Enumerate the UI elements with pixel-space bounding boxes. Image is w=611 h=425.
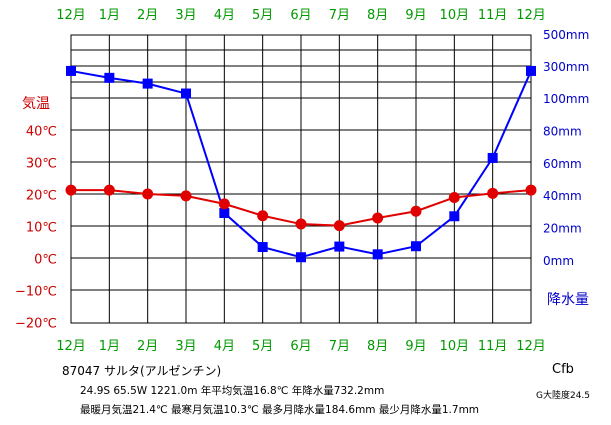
precipitation-point: [526, 65, 536, 76]
month-label-bottom: 12月: [56, 339, 86, 354]
station-stats-2: 最暖月気温21.4℃ 最寒月気温10.3℃ 最多月降水量184.6mm 最少月降…: [80, 404, 480, 416]
month-label-top: 12月: [56, 8, 86, 23]
month-label-top: 5月: [252, 8, 273, 23]
month-label-bottom: 8月: [367, 339, 388, 354]
month-label-bottom: 2月: [137, 339, 158, 354]
month-label-top: 11月: [478, 8, 508, 23]
continentality-index: G大陸度24.5: [536, 391, 591, 401]
temperature-axis-title: 気温: [22, 96, 50, 112]
precipitation-point: [449, 211, 460, 222]
month-label-top: 10月: [440, 8, 470, 23]
temperature-tick-label: 10℃: [26, 221, 57, 236]
precipitation-tick-label: 300mm: [543, 60, 589, 74]
precipitation-axis: 降水量 500mm 300mm 100mm 80mm 60mm 40mm 20mm 0mm: [543, 28, 589, 308]
temperature-point: [525, 184, 537, 196]
precipitation-tick-label: 80mm: [543, 124, 582, 138]
temperature-tick-label: 40℃: [26, 125, 57, 140]
month-label-top: 8月: [367, 8, 388, 23]
month-label-top: 12月: [516, 8, 546, 23]
temperature-point: [142, 188, 154, 200]
temperature-tick-label: −10℃: [15, 285, 57, 300]
temperature-point: [333, 220, 345, 232]
precipitation-point: [296, 252, 306, 263]
temperature-point: [65, 184, 77, 196]
precipitation-point: [334, 241, 345, 252]
temperature-point: [180, 190, 192, 202]
month-label-bottom: 5月: [252, 339, 273, 354]
month-label-top: 4月: [214, 8, 235, 23]
month-label-bottom: 7月: [329, 339, 350, 354]
temperature-point: [218, 198, 230, 210]
precipitation-point: [411, 241, 421, 252]
precipitation-tick-label: 500mm: [543, 28, 589, 42]
month-label-top: 2月: [137, 8, 158, 23]
temperature-tick-label: 30℃: [26, 157, 57, 172]
month-label-bottom: 9月: [405, 339, 426, 354]
precipitation-series: [66, 65, 536, 263]
precipitation-point: [487, 152, 498, 163]
temperature-point: [257, 210, 269, 222]
precipitation-tick-label: 0mm: [543, 254, 574, 268]
chart-grid: [70, 34, 532, 324]
temperature-point: [487, 187, 499, 199]
temperature-point: [103, 184, 115, 196]
month-label-top: 9月: [405, 8, 426, 23]
precipitation-tick-label: 100mm: [543, 92, 589, 106]
month-label-top: 3月: [175, 8, 196, 23]
temperature-point: [372, 212, 384, 224]
precipitation-point: [372, 249, 383, 260]
month-label-bottom: 6月: [290, 339, 311, 354]
month-label-bottom: 10月: [440, 339, 470, 354]
month-label-bottom: 4月: [214, 339, 235, 354]
month-label-top: 1月: [99, 8, 120, 23]
precipitation-point: [219, 208, 230, 219]
precipitation-tick-label: 20mm: [543, 222, 582, 236]
month-label-bottom: 12月: [516, 339, 546, 354]
month-label-bottom: 3月: [175, 339, 196, 354]
precipitation-point: [66, 65, 76, 76]
station-stats-1: 24.9S 65.5W 1221.0m 年平均気温16.8℃ 年降水量732.2…: [80, 385, 385, 397]
month-label-top: 6月: [290, 8, 311, 23]
precipitation-tick-label: 40mm: [543, 189, 582, 203]
precipitation-axis-title: 降水量: [547, 292, 589, 308]
temperature-point: [295, 218, 307, 230]
month-labels-top: 12月 1月 2月 3月 4月 5月 6月 7月 8月 9月 10月 11月 12月: [56, 8, 546, 23]
temperature-point: [410, 205, 422, 217]
precipitation-point: [104, 72, 115, 83]
month-label-bottom: 1月: [99, 339, 120, 354]
month-label-top: 7月: [329, 8, 350, 23]
temperature-axis: 気温 40℃ 30℃ 20℃ 10℃ 0℃ −10℃ −20℃: [15, 96, 57, 332]
temperature-tick-label: 0℃: [34, 253, 57, 268]
precipitation-point: [257, 242, 268, 253]
temperature-series: [65, 184, 537, 232]
temperature-tick-label: −20℃: [15, 317, 57, 332]
precipitation-tick-label: 60mm: [543, 157, 582, 171]
station-name: 87047 サルタ(アルゼンチン): [62, 364, 222, 378]
temperature-point: [448, 191, 460, 203]
month-label-bottom: 11月: [478, 339, 508, 354]
precipitation-point: [181, 88, 191, 99]
month-labels-bottom: 12月 1月 2月 3月 4月 5月 6月 7月 8月 9月 10月 11月 12月: [56, 339, 546, 354]
temperature-tick-label: 20℃: [26, 189, 57, 204]
precipitation-point: [142, 78, 153, 89]
climate-classification: Cfb: [552, 362, 574, 377]
